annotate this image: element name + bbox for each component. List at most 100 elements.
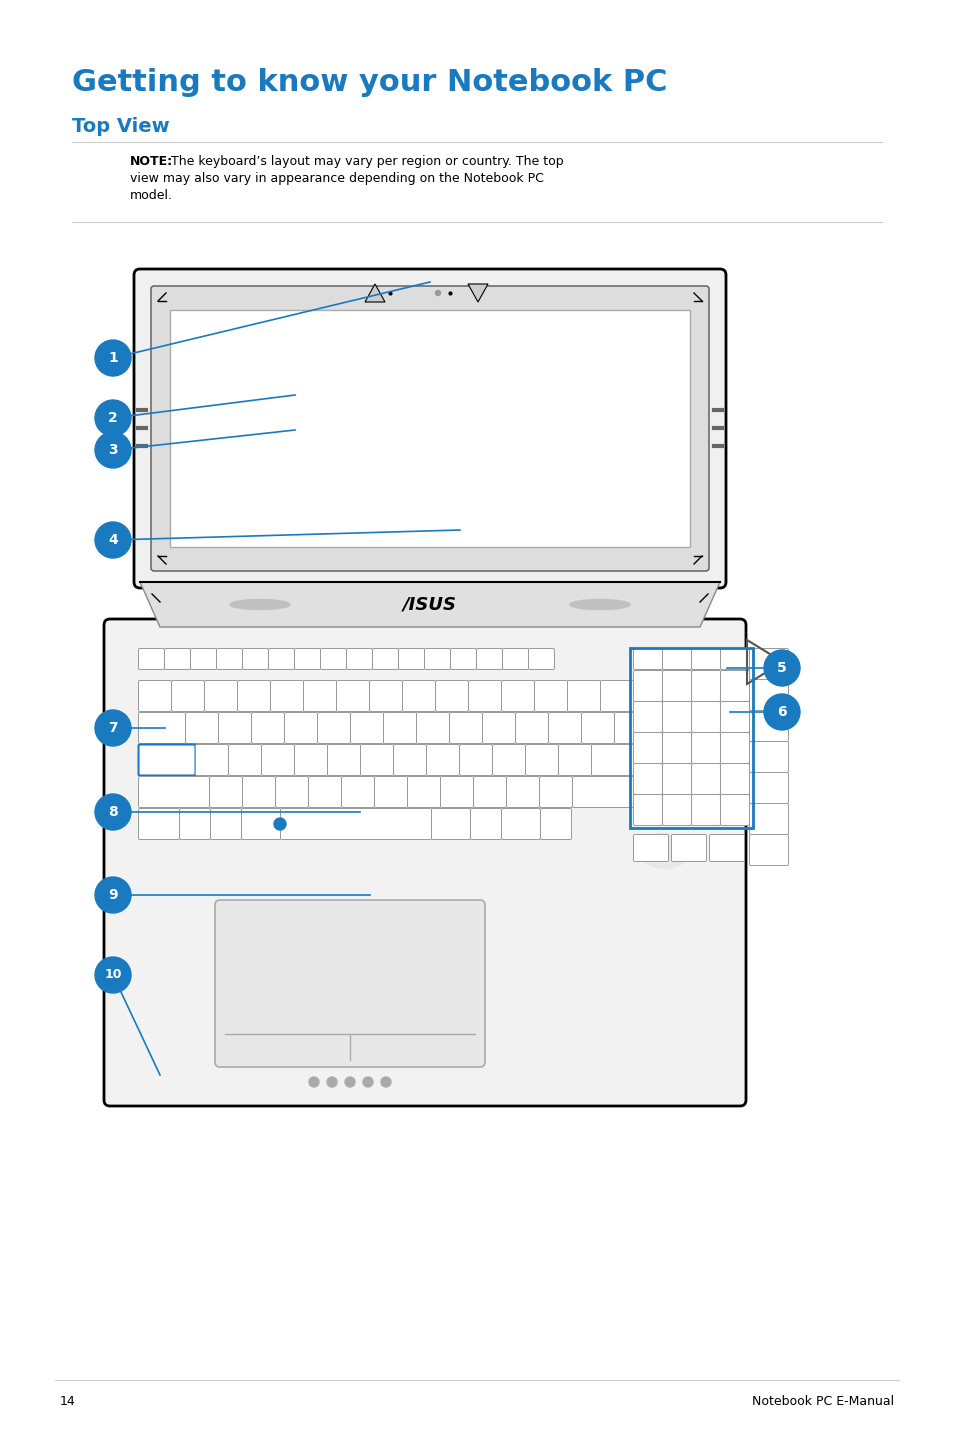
FancyBboxPatch shape xyxy=(426,745,459,775)
FancyBboxPatch shape xyxy=(468,680,501,712)
FancyBboxPatch shape xyxy=(280,808,431,840)
FancyBboxPatch shape xyxy=(459,745,492,775)
FancyBboxPatch shape xyxy=(450,649,476,670)
FancyBboxPatch shape xyxy=(138,649,164,670)
FancyBboxPatch shape xyxy=(275,777,308,808)
Text: The keyboard’s layout may vary per region or country. The top: The keyboard’s layout may vary per regio… xyxy=(167,155,563,168)
FancyBboxPatch shape xyxy=(133,269,725,588)
FancyBboxPatch shape xyxy=(185,712,218,743)
FancyBboxPatch shape xyxy=(691,670,720,702)
FancyBboxPatch shape xyxy=(138,777,210,808)
FancyBboxPatch shape xyxy=(407,777,440,808)
FancyBboxPatch shape xyxy=(581,712,614,743)
FancyBboxPatch shape xyxy=(476,649,502,670)
FancyBboxPatch shape xyxy=(440,777,473,808)
Circle shape xyxy=(95,339,131,375)
FancyBboxPatch shape xyxy=(242,777,275,808)
Circle shape xyxy=(274,818,286,830)
Circle shape xyxy=(95,522,131,558)
FancyBboxPatch shape xyxy=(317,712,350,743)
FancyBboxPatch shape xyxy=(383,712,416,743)
FancyBboxPatch shape xyxy=(691,732,720,764)
Text: 5: 5 xyxy=(777,661,786,674)
FancyBboxPatch shape xyxy=(501,808,540,840)
FancyBboxPatch shape xyxy=(558,745,591,775)
Circle shape xyxy=(95,794,131,830)
FancyBboxPatch shape xyxy=(661,764,691,795)
FancyBboxPatch shape xyxy=(104,618,745,1106)
Circle shape xyxy=(95,710,131,746)
FancyBboxPatch shape xyxy=(252,712,284,743)
FancyBboxPatch shape xyxy=(268,649,294,670)
FancyBboxPatch shape xyxy=(749,804,788,834)
FancyBboxPatch shape xyxy=(633,764,661,795)
FancyBboxPatch shape xyxy=(534,680,567,712)
Circle shape xyxy=(95,400,131,436)
Text: 6: 6 xyxy=(777,705,786,719)
Text: 8: 8 xyxy=(108,805,118,820)
FancyBboxPatch shape xyxy=(271,680,303,712)
FancyBboxPatch shape xyxy=(633,834,668,861)
Ellipse shape xyxy=(639,834,689,869)
FancyBboxPatch shape xyxy=(191,649,216,670)
Circle shape xyxy=(327,1077,336,1087)
Text: 7: 7 xyxy=(108,720,117,735)
FancyBboxPatch shape xyxy=(691,649,720,670)
FancyBboxPatch shape xyxy=(591,745,641,775)
Text: 14: 14 xyxy=(60,1395,75,1408)
Circle shape xyxy=(763,695,800,731)
FancyBboxPatch shape xyxy=(393,745,426,775)
FancyBboxPatch shape xyxy=(470,808,501,840)
FancyBboxPatch shape xyxy=(749,710,788,742)
FancyBboxPatch shape xyxy=(548,712,581,743)
FancyBboxPatch shape xyxy=(473,777,506,808)
Circle shape xyxy=(433,288,442,298)
FancyBboxPatch shape xyxy=(172,680,204,712)
Circle shape xyxy=(309,1077,318,1087)
FancyBboxPatch shape xyxy=(435,680,468,712)
FancyBboxPatch shape xyxy=(211,808,241,840)
Circle shape xyxy=(345,1077,355,1087)
FancyBboxPatch shape xyxy=(691,795,720,825)
Text: Top View: Top View xyxy=(71,116,170,137)
FancyBboxPatch shape xyxy=(179,808,211,840)
FancyBboxPatch shape xyxy=(320,649,346,670)
FancyBboxPatch shape xyxy=(360,745,393,775)
FancyBboxPatch shape xyxy=(661,795,691,825)
FancyBboxPatch shape xyxy=(416,712,449,743)
FancyBboxPatch shape xyxy=(241,808,280,840)
FancyBboxPatch shape xyxy=(749,772,788,804)
FancyBboxPatch shape xyxy=(720,670,749,702)
Circle shape xyxy=(95,431,131,467)
FancyBboxPatch shape xyxy=(216,649,242,670)
FancyBboxPatch shape xyxy=(261,745,294,775)
FancyBboxPatch shape xyxy=(372,649,398,670)
FancyBboxPatch shape xyxy=(633,649,661,670)
FancyBboxPatch shape xyxy=(633,795,661,825)
FancyBboxPatch shape xyxy=(709,834,743,861)
FancyBboxPatch shape xyxy=(528,649,554,670)
FancyBboxPatch shape xyxy=(284,712,317,743)
FancyBboxPatch shape xyxy=(195,745,229,775)
Ellipse shape xyxy=(569,600,629,610)
FancyBboxPatch shape xyxy=(341,777,375,808)
Text: 2: 2 xyxy=(108,411,118,426)
Text: /ISUS: /ISUS xyxy=(402,595,456,614)
FancyBboxPatch shape xyxy=(308,777,341,808)
FancyBboxPatch shape xyxy=(346,649,372,670)
FancyBboxPatch shape xyxy=(540,808,571,840)
FancyBboxPatch shape xyxy=(402,680,435,712)
FancyBboxPatch shape xyxy=(720,795,749,825)
FancyBboxPatch shape xyxy=(398,649,424,670)
FancyBboxPatch shape xyxy=(633,732,661,764)
FancyBboxPatch shape xyxy=(661,649,691,670)
FancyBboxPatch shape xyxy=(515,712,548,743)
FancyBboxPatch shape xyxy=(525,745,558,775)
FancyBboxPatch shape xyxy=(506,777,539,808)
Circle shape xyxy=(435,290,440,295)
FancyBboxPatch shape xyxy=(633,702,661,732)
FancyBboxPatch shape xyxy=(138,808,179,840)
FancyBboxPatch shape xyxy=(720,649,749,670)
Ellipse shape xyxy=(230,600,290,610)
FancyBboxPatch shape xyxy=(242,649,268,670)
